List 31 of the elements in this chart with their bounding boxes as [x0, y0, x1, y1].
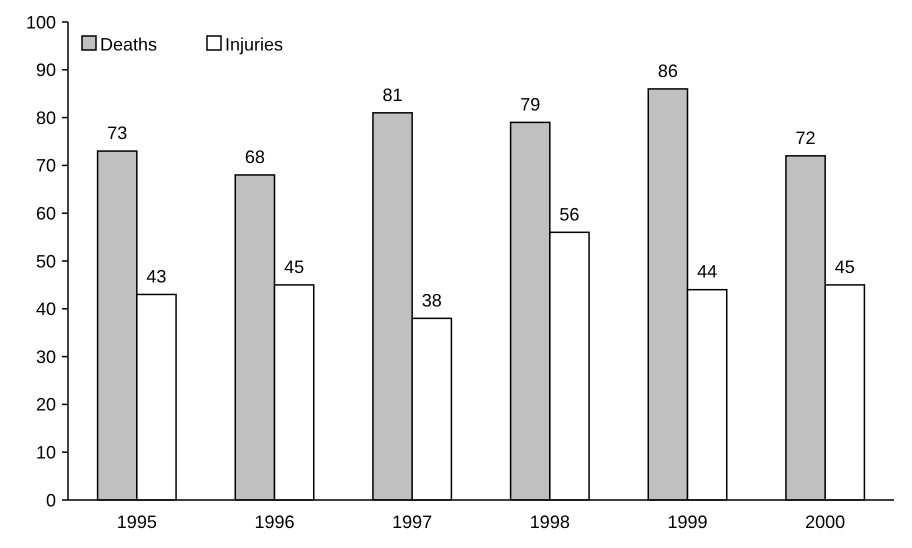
y-tick-label: 50: [36, 251, 56, 272]
legend-label: Deaths: [100, 34, 158, 54]
y-tick-label: 90: [36, 60, 56, 80]
y-tick-label: 40: [36, 299, 56, 320]
x-tick-label: 1997: [392, 512, 432, 532]
y-tick-label: 100: [26, 12, 56, 32]
data-label: 43: [146, 266, 166, 286]
data-label: 44: [697, 262, 718, 282]
data-label: 86: [658, 60, 678, 81]
x-tick-label: 1998: [530, 512, 570, 532]
y-tick-label: 0: [46, 490, 56, 510]
y-tick-label: 70: [36, 156, 56, 176]
y-tick-label: 10: [36, 442, 56, 462]
data-label: 79: [520, 94, 540, 114]
legend-label: Injuries: [225, 34, 284, 54]
x-tick-label: 1996: [254, 512, 295, 532]
data-label: 73: [107, 123, 128, 144]
data-label: 38: [422, 290, 442, 310]
y-tick-label: 30: [36, 346, 56, 367]
y-tick-label: 80: [36, 108, 56, 128]
data-label: 72: [796, 128, 816, 148]
data-label: 45: [834, 256, 855, 277]
x-tick-label: 1995: [116, 512, 157, 532]
x-tick-label: 2000: [805, 512, 846, 532]
data-label: 45: [284, 256, 304, 277]
data-label: 81: [382, 84, 403, 105]
y-tick-label: 60: [36, 204, 56, 224]
y-tick-label: 20: [36, 394, 56, 415]
data-label: 68: [244, 146, 265, 167]
x-tick-label: 1999: [667, 512, 708, 532]
data-label: 56: [559, 204, 580, 224]
